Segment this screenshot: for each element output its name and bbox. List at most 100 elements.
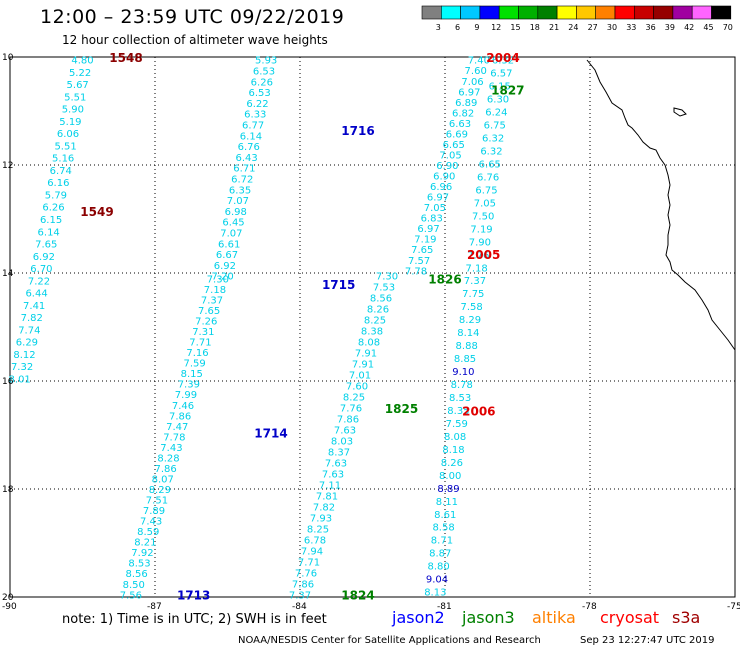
- swh-point: 6.32: [492, 56, 514, 67]
- swh-point: 6.26: [42, 203, 64, 214]
- sat-s3a: s3a: [672, 608, 701, 627]
- swh-point: 8.37: [328, 447, 350, 458]
- y-tick-label: 18: [2, 485, 14, 495]
- swh-point: 7.07: [227, 196, 249, 207]
- swh-point: 8.88: [456, 341, 478, 352]
- swh-point: 8.78: [451, 380, 473, 391]
- swh-point: 7.86: [292, 579, 314, 590]
- swh-point: 8.12: [13, 350, 35, 361]
- island: [673, 107, 687, 117]
- swh-point: 6.29: [16, 338, 38, 349]
- swh-point: 6.67: [216, 250, 238, 261]
- swh-point: 5.16: [52, 154, 74, 165]
- swh-point: 8.18: [442, 445, 464, 456]
- pass-label: 1548: [109, 51, 142, 65]
- swh-point: 7.60: [465, 66, 487, 77]
- swh-point: 8.25: [364, 316, 386, 327]
- swh-point: 8.71: [431, 536, 453, 547]
- swh-point: 7.65: [198, 306, 220, 317]
- swh-point: 6.76: [477, 172, 499, 183]
- swh-point: 6.16: [47, 178, 69, 189]
- x-tick-label: -81: [437, 602, 452, 612]
- swh-point: 6.76: [238, 142, 260, 153]
- swh-point: 7.63: [325, 458, 347, 469]
- legend-swatch: [518, 5, 539, 20]
- pass-label: 1716: [341, 124, 374, 138]
- pass-label: 1715: [322, 278, 355, 292]
- swh-point: 7.40: [468, 56, 490, 67]
- sat-cryosat: cryosat: [600, 608, 660, 627]
- swh-point: 7.37: [201, 295, 223, 306]
- legend-label: 33: [626, 23, 636, 32]
- legend-label: 45: [703, 23, 713, 32]
- legend-swatch: [421, 5, 442, 20]
- swh-point: 7.63: [334, 426, 356, 437]
- swh-point: 7.37: [289, 590, 311, 601]
- swh-point: 9.04: [426, 575, 448, 586]
- swh-point: 5.67: [67, 80, 89, 91]
- page-subtitle: 12 hour collection of altimeter wave hei…: [62, 33, 328, 47]
- swh-point: 8.14: [457, 328, 479, 339]
- swh-point: 8.56: [370, 294, 392, 305]
- swh-point: 8.85: [454, 354, 476, 365]
- swh-point: 6.92: [214, 261, 236, 272]
- legend-swatch: [440, 5, 461, 20]
- x-tick-label: -87: [147, 602, 162, 612]
- swh-point: 6.61: [218, 239, 240, 250]
- swh-point: 5.93: [255, 56, 277, 67]
- swh-point: 6.92: [33, 252, 55, 263]
- swh-point: 7.58: [461, 302, 483, 313]
- swh-point: 6.14: [240, 131, 262, 142]
- swh-point: 7.63: [322, 469, 344, 480]
- legend-swatch: [576, 5, 597, 20]
- pass-label: 2006: [462, 405, 495, 419]
- pass-label: 1713: [177, 588, 210, 602]
- swh-point: 5.51: [54, 141, 76, 152]
- swh-point: 8.13: [424, 588, 446, 599]
- swh-point: 7.78: [405, 266, 427, 277]
- swh-point: 7.78: [163, 432, 185, 443]
- swh-point: 8.00: [439, 471, 461, 482]
- coastline: [586, 59, 736, 351]
- swh-points: 4.805.225.675.515.905.196.065.515.166.74…: [9, 56, 515, 602]
- swh-point: 8.53: [449, 393, 471, 404]
- legend-label: 6: [455, 23, 460, 32]
- swh-point: 7.11: [319, 480, 341, 491]
- legend-label: 42: [684, 23, 694, 32]
- swh-point: 8.59: [137, 527, 159, 538]
- swh-point: 7.06: [461, 77, 483, 88]
- swh-point: 6.65: [479, 159, 501, 170]
- swh-point: 7.53: [373, 283, 395, 294]
- swh-point: 8.26: [367, 305, 389, 316]
- generated-timestamp: Sep 23 12:27:47 UTC 2019: [580, 635, 715, 646]
- swh-point: 7.74: [18, 325, 40, 336]
- swh-point: 8.29: [459, 315, 481, 326]
- swh-point: 7.65: [411, 245, 433, 256]
- y-tick-label: 14: [2, 269, 14, 279]
- swh-point: 7.30: [376, 272, 398, 283]
- swh-point: 7.26: [195, 317, 217, 328]
- swh-point: 5.22: [69, 68, 91, 79]
- swh-point: 9.10: [452, 367, 474, 378]
- swh-point: 7.86: [155, 464, 177, 475]
- pass-label: 1826: [428, 272, 461, 286]
- swh-point: 6.32: [480, 147, 502, 158]
- swh-point: 6.65: [443, 140, 465, 151]
- swh-point: 6.15: [40, 215, 62, 226]
- swh-point: 6.98: [225, 207, 247, 218]
- swh-point: 5.90: [62, 105, 84, 116]
- swh-point: 8.25: [307, 524, 329, 535]
- swh-point: 7.71: [298, 557, 320, 568]
- legend-label: 30: [607, 23, 617, 32]
- swh-point: 6.77: [242, 121, 264, 132]
- swh-point: 6.96: [430, 182, 452, 193]
- swh-point: 7.19: [414, 235, 436, 246]
- swh-point: 7.93: [310, 513, 332, 524]
- y-tick-label: 16: [2, 377, 14, 387]
- y-tick-label: 20: [2, 593, 14, 603]
- legend-label: 15: [510, 23, 520, 32]
- y-axis-ticks: 10 12 14 16 18 20: [2, 53, 14, 603]
- pass-label: 1549: [80, 205, 113, 219]
- swh-point: 7.30: [207, 274, 229, 285]
